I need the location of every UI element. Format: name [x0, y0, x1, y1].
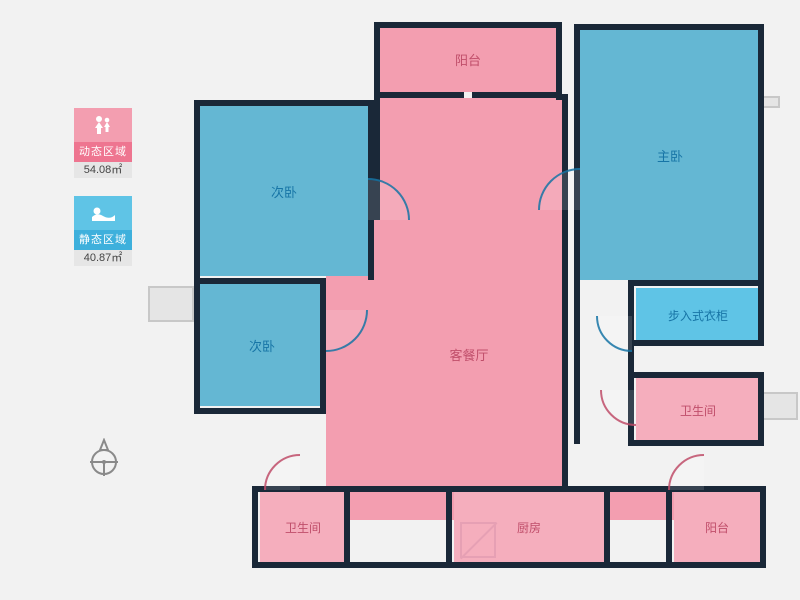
wall-segment — [758, 372, 764, 446]
wall-segment — [374, 22, 562, 28]
wall-segment — [556, 22, 562, 100]
room-label: 阳台 — [455, 50, 481, 69]
wall-segment — [628, 340, 764, 346]
door-swing — [264, 454, 300, 490]
wall-segment — [374, 22, 380, 100]
floorplan-stage: 阳台客餐厅卫生间厨房阳台卫生间次卧次卧主卧步入式衣柜动态区域54.08㎡静态区域… — [0, 0, 800, 600]
room-walkin: 步入式衣柜 — [636, 288, 760, 342]
door-swing — [538, 168, 580, 210]
wall-segment — [574, 24, 580, 444]
wall-segment — [628, 372, 764, 378]
people-icon — [74, 108, 132, 142]
wall-segment — [666, 486, 672, 568]
wall-segment — [194, 100, 374, 106]
legend-value: 54.08㎡ — [74, 162, 132, 178]
room-label: 阳台 — [705, 519, 729, 536]
wall-segment — [562, 94, 568, 490]
room-bed-sec-top: 次卧 — [200, 106, 368, 276]
wall-segment — [628, 280, 764, 286]
legend-dynamic: 动态区域54.08㎡ — [74, 108, 132, 178]
exterior-deck — [148, 286, 194, 322]
wall-segment — [628, 440, 764, 446]
wall-segment — [446, 486, 452, 568]
compass-icon — [83, 438, 125, 480]
door-swing — [668, 454, 704, 490]
legend-static: 静态区域40.87㎡ — [74, 196, 132, 266]
sleep-icon — [74, 196, 132, 230]
wall-segment — [472, 92, 562, 98]
door-swing — [368, 178, 410, 220]
wall-segment — [194, 408, 326, 414]
door-swing — [326, 310, 368, 352]
wall-segment — [758, 24, 764, 346]
wall-segment — [194, 100, 200, 414]
room-label: 步入式衣柜 — [668, 307, 728, 324]
room-bed-master: 主卧 — [580, 30, 760, 280]
wall-segment — [252, 562, 766, 568]
room-bath-right: 卫生间 — [636, 378, 760, 442]
wall-segment — [604, 486, 610, 568]
legend-title: 动态区域 — [74, 142, 132, 162]
room-living: 客餐厅 — [376, 98, 562, 490]
room-label: 次卧 — [271, 182, 297, 201]
wall-segment — [760, 486, 766, 568]
room-label: 卫生间 — [680, 402, 716, 419]
door-swing — [600, 390, 636, 426]
wall-segment — [374, 92, 464, 98]
room-label: 卫生间 — [285, 519, 321, 536]
room-bed-sec-bot: 次卧 — [200, 284, 324, 406]
room-balcony-top: 阳台 — [380, 26, 556, 92]
room-label: 次卧 — [249, 336, 275, 355]
room-bath-left: 卫生间 — [260, 492, 346, 562]
legend-value: 40.87㎡ — [74, 250, 132, 266]
legend-title: 静态区域 — [74, 230, 132, 250]
wall-segment — [574, 24, 764, 30]
door-swing — [596, 316, 632, 352]
wall-segment — [344, 486, 350, 568]
room-label: 客餐厅 — [449, 345, 488, 364]
room-balcony-br: 阳台 — [674, 492, 760, 562]
room-label: 厨房 — [517, 519, 541, 536]
room-label: 主卧 — [657, 146, 683, 165]
exterior-deck — [760, 392, 798, 420]
wall-segment — [252, 486, 258, 568]
wall-segment — [194, 278, 326, 284]
